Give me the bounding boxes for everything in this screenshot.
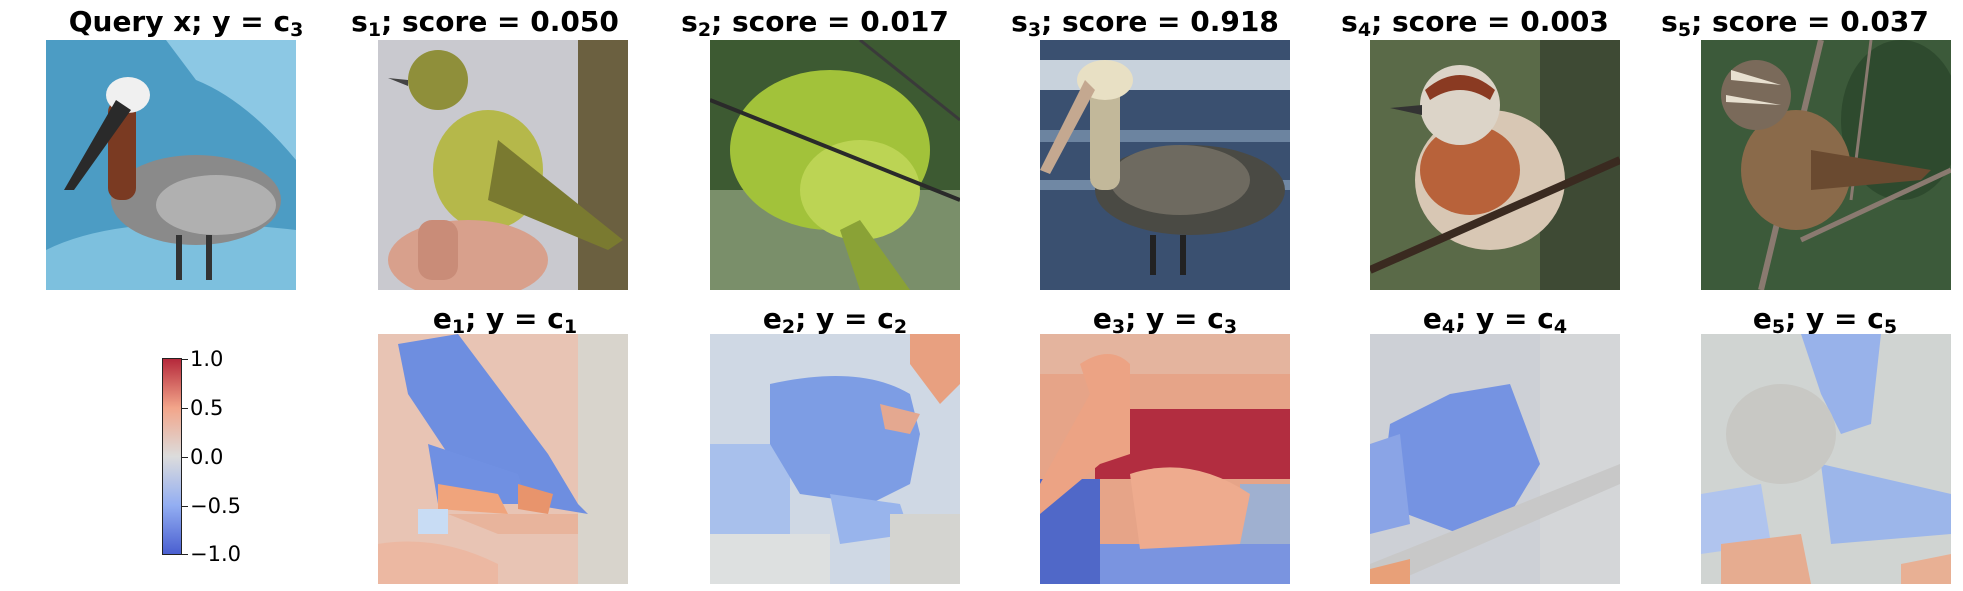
support-image-3-pelican [1040, 40, 1290, 290]
explanation-map-3 [1040, 334, 1290, 584]
title-explanation-3: e3; y = c3 [1092, 302, 1238, 338]
colorbar-tick [182, 506, 188, 507]
title-query: Query x; y = c3 [68, 5, 304, 41]
colorbar-label-neg-half: −0.5 [190, 494, 241, 518]
support-image-5-sparrow [1701, 40, 1951, 290]
title-support-2: s2; score = 0.017 [681, 5, 949, 41]
colorbar-tick [182, 457, 188, 458]
colorbar-tick [182, 554, 188, 555]
support-image-1-vireo [378, 40, 628, 290]
title-support-1: s1; score = 0.050 [351, 5, 619, 41]
title-support-4: s4; score = 0.003 [1341, 5, 1609, 41]
query-image-pelican [46, 40, 296, 290]
colorbar-label-max: 1.0 [190, 347, 224, 371]
title-support-3: s3; score = 0.918 [1011, 5, 1279, 41]
colorbar-label-zero: 0.0 [190, 445, 224, 469]
support-image-2-green-bird [710, 40, 960, 290]
colorbar-label-min: −1.0 [190, 542, 241, 566]
colorbar-tick [182, 408, 188, 409]
title-explanation-4: e4; y = c4 [1422, 302, 1568, 338]
colorbar-label-half: 0.5 [190, 396, 224, 420]
title-support-5: s5; score = 0.037 [1661, 5, 1929, 41]
title-explanation-5: e5; y = c5 [1752, 302, 1898, 338]
explanation-map-1 [378, 334, 628, 584]
explanation-map-4 [1370, 334, 1620, 584]
title-explanation-2: e2; y = c2 [762, 302, 908, 338]
colorbar [162, 358, 182, 555]
colorbar-tick [182, 359, 188, 360]
explanation-map-5 [1701, 334, 1951, 584]
explanation-map-2 [710, 334, 960, 584]
support-image-4-redstart [1370, 40, 1620, 290]
title-explanation-1: e1; y = c1 [432, 302, 578, 338]
